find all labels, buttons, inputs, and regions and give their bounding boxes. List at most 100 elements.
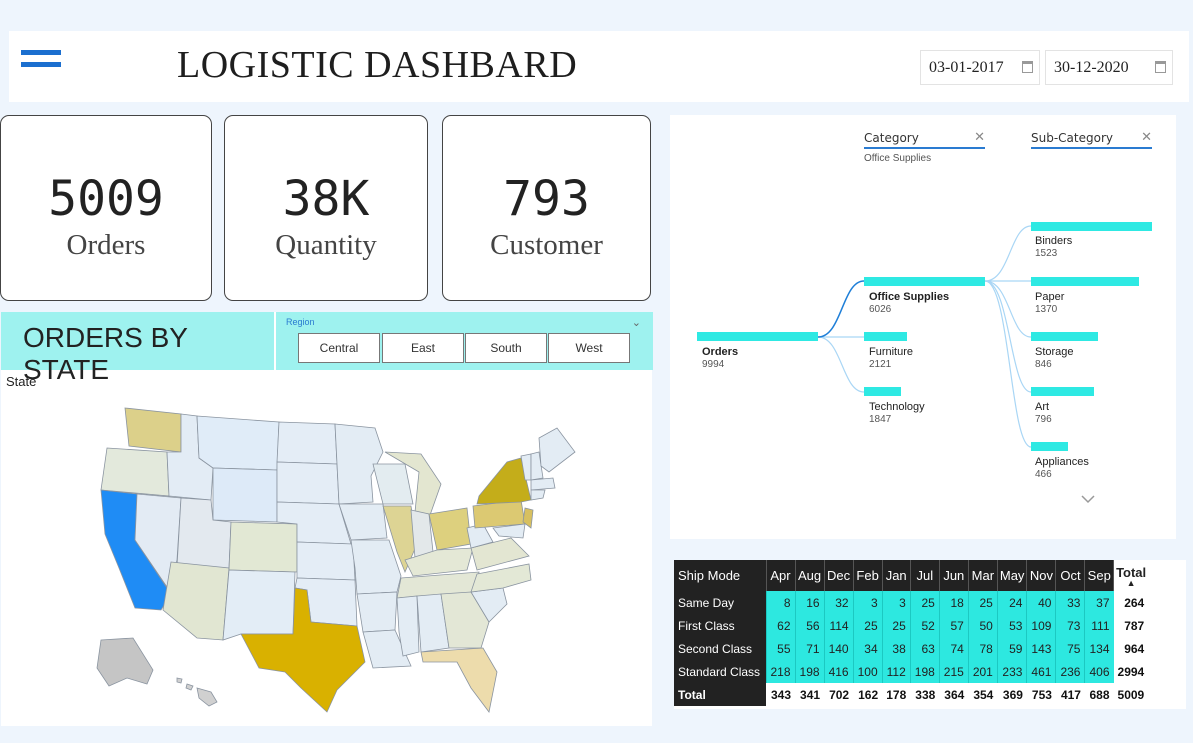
region-button-central[interactable]: Central [298, 333, 380, 363]
state-alaska [96, 637, 154, 687]
column-header[interactable]: Nov [1026, 560, 1056, 591]
menu-icon[interactable] [21, 50, 61, 72]
close-icon[interactable]: ✕ [1141, 130, 1152, 145]
state-florida [420, 647, 498, 713]
us-state-map[interactable] [1, 372, 652, 726]
row-total-cell: 5009 [1113, 683, 1149, 706]
kpi-value: 38K [282, 171, 370, 227]
table-cell: 417 [1055, 683, 1085, 706]
total-label: Total [1116, 565, 1147, 580]
kpi-card-customer: 793 Customer [442, 115, 651, 301]
chevron-down-icon[interactable]: ⌄ [631, 316, 641, 329]
table-cell: 3 [881, 591, 911, 614]
table-cell: 32 [823, 591, 854, 614]
state-virginia [470, 537, 530, 571]
state-north-carolina [470, 563, 532, 593]
slicer-label: Region [286, 317, 315, 327]
region-button-west[interactable]: West [548, 333, 630, 363]
tree-node-furniture: Furniture [869, 346, 913, 358]
column-header[interactable]: May [996, 560, 1027, 591]
table-cell: 134 [1084, 637, 1114, 660]
tree-node-storage: Storage [1035, 346, 1074, 358]
tree-node-appliances: Appliances [1035, 456, 1089, 468]
tree-node-value: 2121 [869, 359, 892, 370]
table-cell: 416 [823, 660, 854, 683]
row-header[interactable]: First Class [674, 614, 766, 637]
column-header[interactable]: Sep [1084, 560, 1114, 591]
close-icon[interactable]: ✕ [974, 130, 985, 145]
state-oregon [100, 447, 170, 497]
table-cell: 33 [1055, 591, 1085, 614]
column-header-total[interactable]: Total ▲ [1113, 560, 1149, 591]
table-cell: 109 [1026, 614, 1056, 637]
table-cell: 8 [765, 591, 796, 614]
tree-bar-orders [697, 332, 818, 341]
tree-node-value: 846 [1035, 359, 1052, 370]
region-button-east[interactable]: East [382, 333, 464, 363]
tree-node-value: 796 [1035, 414, 1052, 425]
table-cell: 364 [939, 683, 969, 706]
tree-bar-technology [864, 387, 901, 396]
tree-node-art: Art [1035, 401, 1049, 413]
column-header[interactable]: Jan [881, 560, 911, 591]
row-header[interactable]: Standard Class [674, 660, 766, 683]
table-row: Same Day 8 16 32 3 3 25 18 25 24 40 33 37 264 [674, 591, 1149, 614]
column-header[interactable]: Dec [823, 560, 854, 591]
column-header[interactable]: Jul [909, 560, 940, 591]
kpi-value: 793 [503, 171, 590, 227]
row-header[interactable]: Same Day [674, 591, 766, 614]
state-maine [538, 427, 576, 473]
table-cell: 25 [967, 591, 998, 614]
state-maryland [492, 523, 526, 539]
end-date-input[interactable]: 30-12-2020 [1045, 50, 1173, 85]
filter-sub-category[interactable]: Sub-Category ✕ [1031, 130, 1152, 149]
table-cell: 461 [1026, 660, 1056, 683]
tree-node-orders: Orders [702, 346, 738, 358]
column-header-ship-mode[interactable]: Ship Mode [674, 560, 766, 591]
column-header[interactable]: Feb [852, 560, 883, 591]
table-cell: 343 [766, 683, 796, 706]
tree-node-orders-value: 9994 [702, 359, 725, 370]
kpi-label: Orders [66, 229, 146, 261]
state-iowa [338, 503, 388, 541]
table-cell: 40 [1026, 591, 1056, 614]
column-header[interactable]: Mar [967, 560, 998, 591]
column-header[interactable]: Apr [765, 560, 796, 591]
state-new-jersey [522, 507, 534, 529]
ship-mode-matrix: Ship Mode Apr Aug Dec Feb Jan Jul Jun Ma… [674, 560, 1186, 709]
column-header[interactable]: Aug [794, 560, 825, 591]
table-cell: 71 [794, 637, 825, 660]
filter-category[interactable]: Category ✕ [864, 130, 985, 149]
table-cell: 25 [909, 591, 940, 614]
column-header[interactable]: Oct [1055, 560, 1085, 591]
table-cell: 162 [853, 683, 883, 706]
table-cell: 56 [794, 614, 825, 637]
row-header[interactable]: Total [674, 683, 766, 706]
kpi-label: Quantity [275, 229, 377, 261]
table-total-row: Total 343 341 702 162 178 338 364 354 369 753 417 68… [674, 683, 1149, 706]
state-missouri [350, 539, 402, 595]
tree-node-value: 1523 [1035, 248, 1058, 259]
start-date-input[interactable]: 03-01-2017 [920, 50, 1040, 85]
state-montana [196, 415, 280, 471]
decomposition-tree[interactable]: Orders 9994 Office Supplies 6026 Furnitu… [670, 115, 1176, 539]
state-kentucky [404, 547, 474, 577]
page-title: LOGISTIC DASHBARD [177, 44, 578, 86]
table-cell: 25 [852, 614, 883, 637]
table-cell: 143 [1026, 637, 1056, 660]
state-wyoming [212, 467, 278, 523]
calendar-icon[interactable] [1155, 61, 1166, 73]
table-row: First Class 62 56 114 25 25 52 57 50 53 109 73 111 78… [674, 614, 1149, 637]
state-colorado [228, 521, 298, 573]
region-button-south[interactable]: South [465, 333, 547, 363]
calendar-icon[interactable] [1022, 61, 1033, 73]
table-cell: 338 [910, 683, 940, 706]
kpi-card-quantity: 38K Quantity [224, 115, 428, 301]
table-cell: 74 [938, 637, 969, 660]
column-header[interactable]: Jun [938, 560, 969, 591]
table-cell: 111 [1084, 614, 1114, 637]
table-cell: 114 [823, 614, 854, 637]
table-row: Second Class 55 71 140 34 38 63 74 78 59 143 75 134 9… [674, 637, 1149, 660]
state-kansas [296, 541, 356, 581]
row-header[interactable]: Second Class [674, 637, 766, 660]
